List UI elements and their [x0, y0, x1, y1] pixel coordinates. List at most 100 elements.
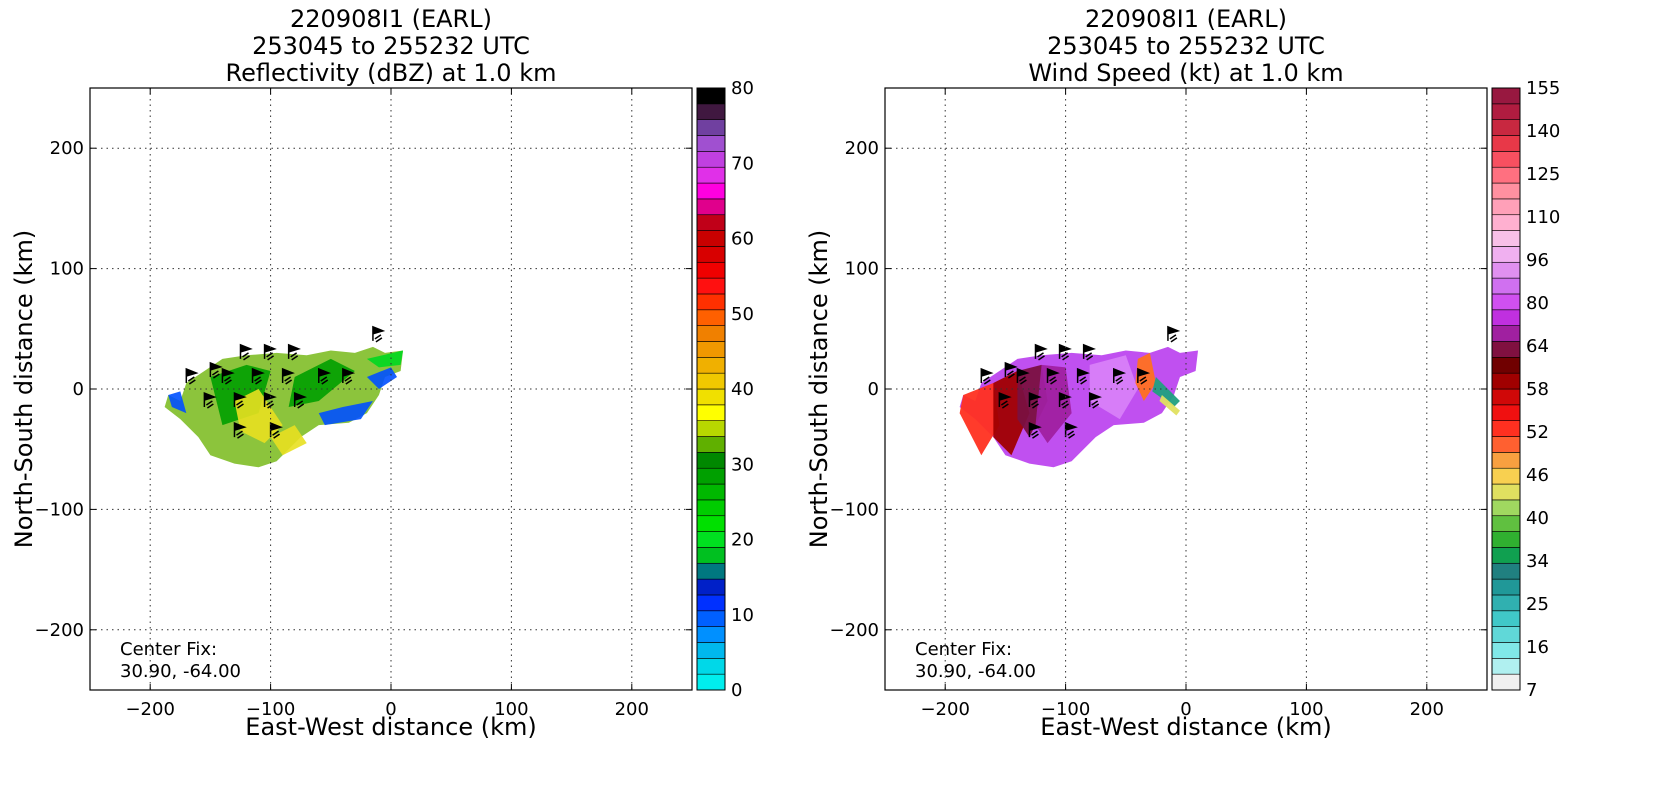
colorbar-swatch — [1491, 420, 1521, 437]
colorbar-swatch — [1491, 214, 1521, 231]
colorbar-tick-label: 96 — [1526, 250, 1549, 271]
wind-band — [1152, 376, 1180, 408]
colorbar-swatch — [1491, 562, 1521, 580]
x-tick-label: 100 — [1289, 699, 1323, 720]
colorbar-swatch — [696, 277, 726, 295]
y-tick-label: −100 — [830, 499, 879, 520]
reflectivity-panel: 220908I1 (EARL)253045 to 255232 UTCRefle… — [10, 5, 754, 741]
wind-barb — [251, 367, 265, 385]
wind-barb — [1113, 367, 1127, 385]
x-tick-label: −100 — [1041, 699, 1090, 720]
wind-barb — [1082, 343, 1096, 361]
x-tick-label: 200 — [1410, 699, 1444, 720]
wind-barb — [1167, 325, 1181, 343]
colorbar-swatch — [1491, 626, 1521, 643]
x-axis-label: East-West distance (km) — [245, 713, 536, 741]
wind-barb — [239, 343, 253, 361]
wind-band — [1159, 395, 1180, 416]
colorbar-swatch — [696, 562, 726, 580]
y-tick-label: 200 — [845, 138, 879, 159]
colorbar-swatch — [696, 594, 726, 612]
colorbar-swatch — [1491, 151, 1521, 168]
colorbar-swatch — [696, 103, 726, 120]
colorbar-tick-label: 80 — [731, 78, 754, 99]
colorbar-swatch — [1491, 293, 1521, 311]
wind-barb — [1076, 367, 1090, 385]
colorbar-tick-label: 50 — [731, 304, 754, 325]
colorbar-tick-label: 10 — [731, 605, 754, 626]
colorbar-swatch — [1491, 372, 1521, 390]
colorbar-tick-label: 46 — [1526, 465, 1549, 486]
colorbar-swatch — [1491, 119, 1521, 136]
wind-barb — [263, 391, 277, 409]
colorbar-swatch — [696, 452, 726, 469]
wind-barb — [980, 367, 994, 385]
wind-barb — [342, 367, 356, 385]
wind-barb — [1004, 361, 1018, 379]
colorbar-swatch — [1491, 87, 1521, 105]
colorbar-swatch — [1491, 198, 1521, 216]
wind-barb — [203, 391, 217, 409]
wind-barb — [998, 391, 1012, 409]
y-axis-label: North-South distance (km) — [10, 230, 38, 549]
x-tick-label: 200 — [615, 699, 649, 720]
colorbar-frame — [1491, 87, 1521, 691]
wind-band — [959, 382, 1000, 456]
chart-title-line: 253045 to 255232 UTC — [1047, 32, 1325, 60]
colorbar-tick-label: 70 — [731, 153, 754, 174]
colorbar-swatch — [1491, 135, 1521, 152]
y-tick-label: 0 — [73, 379, 84, 400]
colorbar-tick-label: 155 — [1526, 78, 1560, 99]
colorbar-swatch — [1491, 182, 1521, 200]
y-tick-label: 100 — [50, 259, 84, 280]
y-tick-label: −200 — [35, 620, 84, 641]
x-tick-label: 0 — [1180, 699, 1191, 720]
colorbar-swatch — [696, 87, 726, 105]
x-tick-label: −200 — [920, 699, 969, 720]
colorbar-tick-label: 40 — [1526, 508, 1549, 529]
echo-band — [318, 401, 373, 426]
colorbar-swatch — [1491, 357, 1521, 374]
colorbar-swatch — [696, 626, 726, 643]
colorbar-tick-label: 0 — [731, 680, 742, 701]
colorbar-tick-label: 40 — [731, 379, 754, 400]
colorbar-swatch — [696, 166, 726, 184]
colorbar-swatch — [696, 610, 726, 627]
wind-barb — [233, 391, 247, 409]
wind-barb — [287, 343, 301, 361]
colorbar-swatch — [1491, 166, 1521, 184]
colorbar-tick-label: 52 — [1526, 422, 1549, 443]
echo-band — [288, 358, 355, 408]
colorbar-swatch — [696, 483, 726, 501]
wind-barb — [269, 422, 283, 439]
x-tick-label: −100 — [246, 699, 295, 720]
wind-barb — [1058, 391, 1072, 409]
colorbar-swatch — [696, 388, 726, 406]
chart-title-line: 220908I1 (EARL) — [290, 5, 492, 33]
colorbar-swatch — [696, 246, 726, 263]
colorbar-swatch — [1491, 404, 1521, 421]
wind-barb — [221, 367, 235, 385]
colorbar-swatch — [696, 515, 726, 532]
colorbar-swatch — [1491, 436, 1521, 453]
wind-band — [1035, 364, 1072, 444]
wind-barb — [1137, 367, 1151, 385]
colorbar-swatch — [696, 293, 726, 311]
colorbar-swatch — [1491, 230, 1521, 247]
colorbar-swatch — [696, 531, 726, 548]
colorbar-swatch — [696, 309, 726, 326]
wind-barb — [233, 422, 247, 439]
wind-barb — [293, 391, 307, 409]
colorbar-swatch — [696, 372, 726, 390]
colorbar-tick-label: 16 — [1526, 637, 1549, 658]
colorbar-swatch — [696, 357, 726, 374]
colorbar-swatch — [1491, 467, 1521, 485]
colorbar-swatch — [696, 230, 726, 247]
colorbar-tick-label: 25 — [1526, 594, 1549, 615]
colorbar-swatch — [696, 658, 726, 675]
colorbar-swatch — [1491, 325, 1521, 342]
wind-barb — [1028, 391, 1042, 409]
echo-band — [366, 367, 398, 389]
colorbar-swatch — [696, 261, 726, 279]
